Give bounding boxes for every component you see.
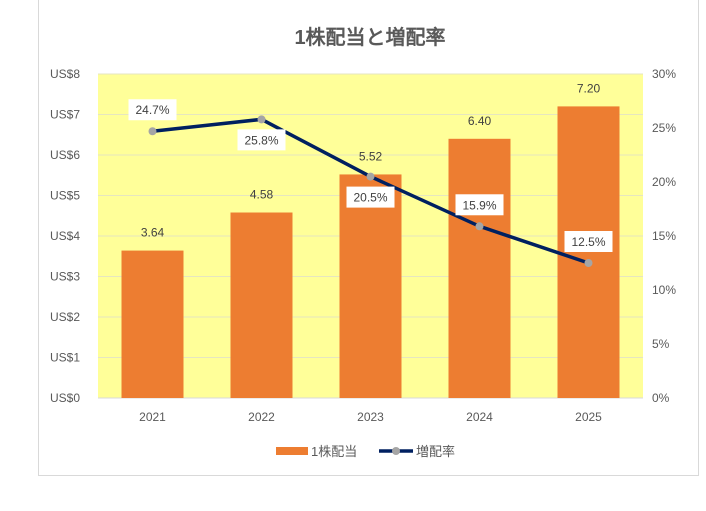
legend-line-marker (392, 447, 400, 455)
line-label-box (128, 99, 177, 121)
y-left-tick-label: US$0 (50, 391, 80, 405)
y-left-tick-label: US$8 (50, 67, 80, 81)
line-data-label: 20.5% (353, 191, 387, 205)
y-left-tick-label: US$2 (50, 310, 80, 324)
y-left-tick-label: US$6 (50, 148, 80, 162)
bar-2022 (230, 212, 293, 398)
y-left-tick-label: US$5 (50, 189, 80, 203)
bar-data-label: 7.20 (577, 81, 601, 95)
y-right-tick-label: 10% (652, 283, 676, 297)
line-data-label: 24.7% (135, 103, 169, 117)
bar-data-label: 4.58 (250, 188, 274, 202)
y-right-tick-label: 5% (652, 337, 670, 351)
x-tick-label: 2024 (466, 410, 493, 424)
y-left-tick-label: US$1 (50, 351, 80, 365)
bar-data-label: 5.52 (359, 149, 383, 163)
y-right-tick-label: 15% (652, 229, 676, 243)
line-marker (475, 222, 484, 231)
line-marker (148, 127, 157, 136)
bar-data-label: 6.40 (468, 114, 492, 128)
line-marker (584, 259, 593, 267)
line-data-label: 25.8% (244, 133, 278, 147)
bar-2021 (121, 250, 184, 398)
bar-2023 (339, 174, 402, 398)
line-data-label: 12.5% (571, 235, 605, 249)
line-label-box (346, 186, 395, 208)
legend-bar-swatch (276, 447, 308, 455)
line-label-box (455, 194, 504, 216)
bar-2025 (557, 106, 620, 399)
legend-bar-label: 1株配当 (311, 444, 357, 459)
y-left-tick-label: US$3 (50, 270, 80, 284)
y-right-tick-label: 30% (652, 67, 676, 81)
line-label-box (564, 231, 613, 252)
legend-line-label: 増配率 (416, 444, 455, 459)
y-left-tick-label: US$4 (50, 229, 80, 243)
x-tick-label: 2022 (248, 410, 275, 424)
y-right-tick-label: 25% (652, 121, 676, 135)
bar-data-label: 3.64 (141, 226, 165, 240)
line-marker (257, 115, 266, 124)
bar-2024 (448, 138, 511, 399)
line-marker (366, 172, 375, 181)
line-label-box (237, 129, 286, 151)
y-right-tick-label: 20% (652, 175, 676, 189)
x-tick-label: 2021 (139, 410, 166, 424)
y-left-tick-label: US$7 (50, 108, 80, 122)
y-right-tick-label: 0% (652, 391, 670, 405)
x-tick-label: 2025 (575, 410, 602, 424)
chart-title: 1株配当と増配率 (294, 25, 445, 49)
line-data-label: 15.9% (462, 198, 496, 212)
x-tick-label: 2023 (357, 410, 384, 424)
